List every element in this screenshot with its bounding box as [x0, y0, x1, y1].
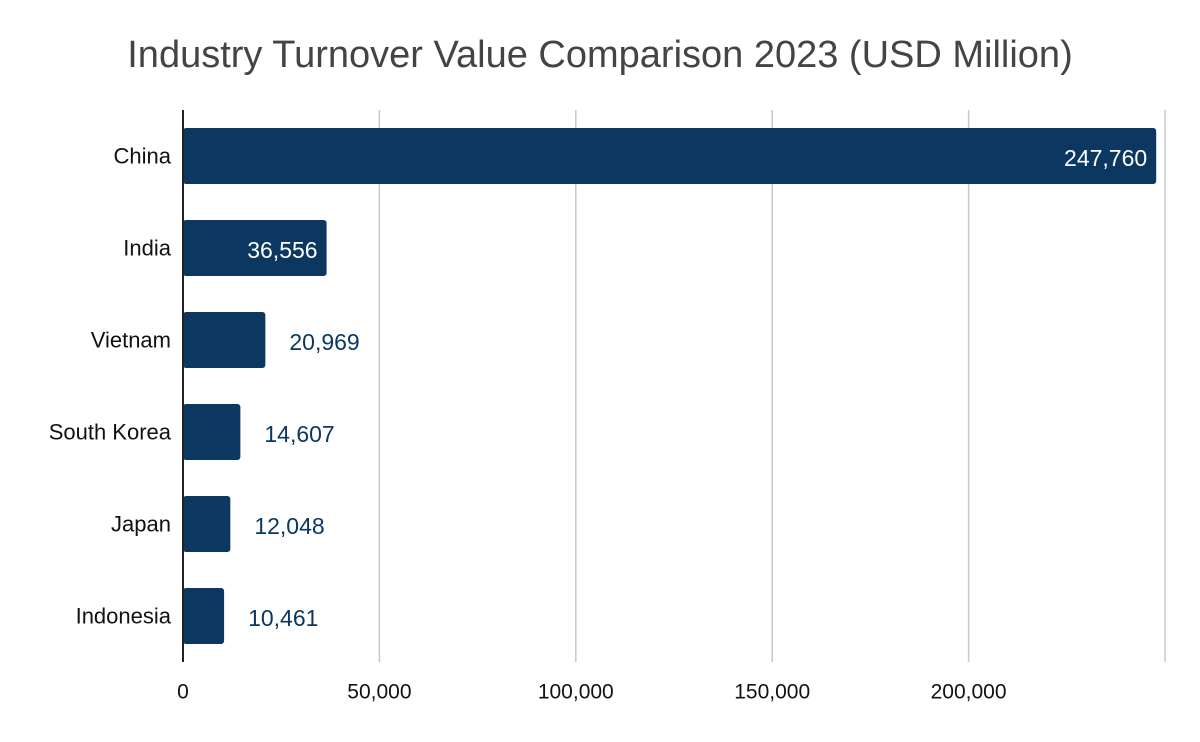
category-label: China	[114, 144, 172, 169]
category-label: South Korea	[49, 420, 172, 445]
axes: China India Vietnam South Korea Japan Indones…	[49, 110, 1007, 704]
category-label: India	[123, 236, 171, 261]
data-label: 36,556	[247, 237, 317, 263]
category-label: Japan	[111, 512, 171, 537]
category-label: Indonesia	[76, 604, 172, 629]
data-labels: 247,760 36,556 20,969 14,607 12,048 10,461	[247, 145, 1147, 631]
x-tick-label: 0	[177, 681, 189, 704]
x-tick-label: 200,000	[931, 681, 1007, 704]
data-label: 247,760	[1064, 145, 1147, 171]
category-label: Vietnam	[91, 328, 171, 353]
chart-title: Industry Turnover Value Comparison 2023 …	[127, 34, 1073, 76]
bars	[183, 128, 1157, 644]
x-tick-label: 100,000	[538, 681, 614, 704]
bar-china	[183, 128, 1157, 184]
bar-india	[183, 220, 327, 276]
x-tick-label: 150,000	[734, 681, 810, 704]
data-label: 14,607	[264, 421, 334, 447]
bar-south-korea	[183, 404, 241, 460]
data-label: 20,969	[289, 329, 359, 355]
grid-lines	[378, 110, 1166, 662]
bar-vietnam	[183, 312, 266, 368]
data-label: 12,048	[254, 513, 324, 539]
bar-indonesia	[183, 588, 225, 644]
bar-japan	[183, 496, 231, 552]
x-tick-label: 50,000	[347, 681, 411, 704]
data-label: 10,461	[248, 605, 318, 631]
